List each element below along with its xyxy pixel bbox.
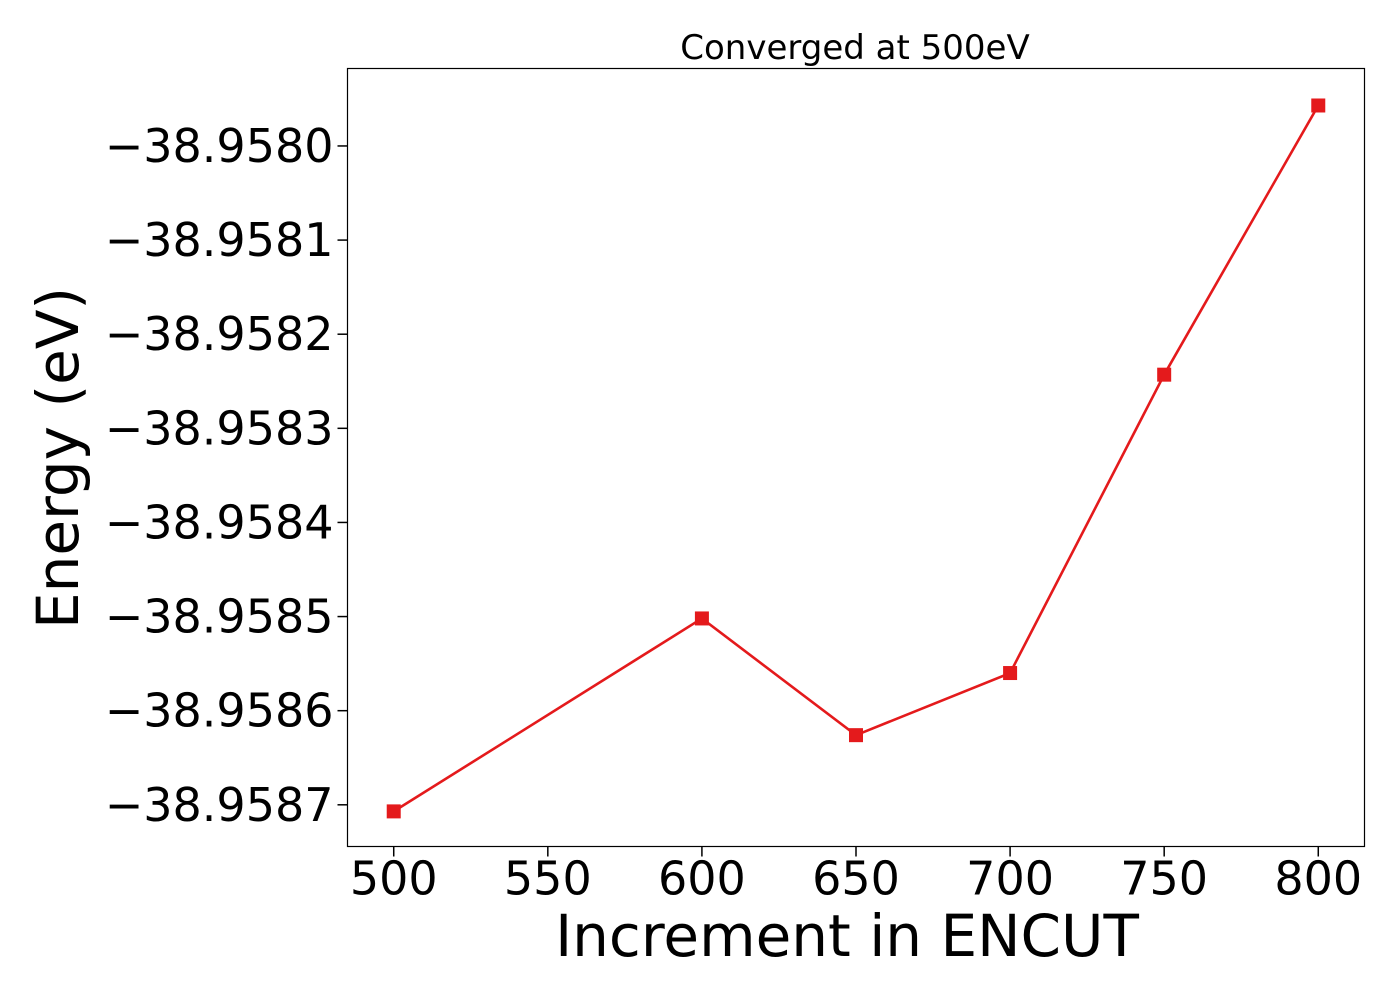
y-tick-label: −38.9587 bbox=[105, 778, 334, 832]
y-axis-label: Energy (eV) bbox=[24, 287, 92, 629]
data-point-marker bbox=[1311, 98, 1326, 113]
x-axis-label: Increment in ENCUT bbox=[555, 902, 1139, 970]
data-point-marker bbox=[1157, 367, 1172, 382]
series-layer bbox=[386, 98, 1326, 819]
x-tick-label: 500 bbox=[350, 852, 438, 906]
y-tick-label: −38.9580 bbox=[105, 119, 334, 173]
y-axis: −38.9580 −38.9581 −38.9582 −38.9583 −38.9584… bbox=[105, 119, 348, 832]
data-point-marker bbox=[849, 728, 863, 743]
data-point-marker bbox=[1003, 666, 1018, 681]
y-tick-label: −38.9581 bbox=[105, 213, 334, 267]
x-axis: 500 550 600 650 700 750 800 bbox=[350, 846, 1362, 906]
x-tick-label: 800 bbox=[1274, 852, 1362, 906]
chart-title: Converged at 500eV bbox=[680, 28, 1029, 68]
x-tick-label: 550 bbox=[504, 852, 592, 906]
y-tick-label: −38.9583 bbox=[105, 401, 334, 455]
series-line bbox=[393, 104, 1320, 813]
data-point-marker bbox=[386, 804, 401, 819]
y-tick-label: −38.9586 bbox=[105, 684, 334, 738]
data-point-marker bbox=[694, 611, 709, 626]
y-tick-label: −38.9582 bbox=[105, 307, 334, 361]
x-tick-label: 600 bbox=[658, 852, 746, 906]
y-tick-label: −38.9584 bbox=[105, 495, 334, 549]
x-tick-label: 650 bbox=[812, 852, 900, 906]
x-tick-label: 750 bbox=[1120, 852, 1208, 906]
x-tick-label: 700 bbox=[966, 852, 1054, 906]
y-tick-label: −38.9585 bbox=[105, 590, 334, 644]
